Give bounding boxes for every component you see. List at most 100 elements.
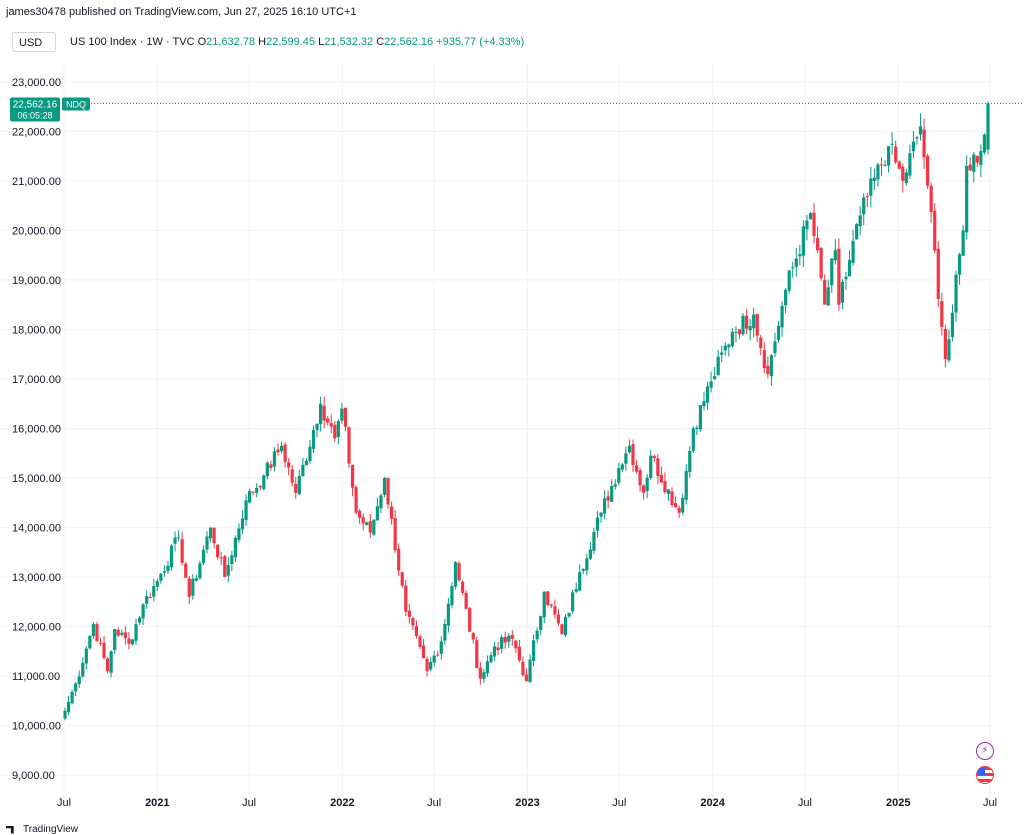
candle-body — [634, 465, 639, 472]
candle-body — [684, 470, 688, 500]
candle-body — [730, 331, 734, 347]
candle-body — [411, 617, 415, 626]
candle-body — [404, 585, 408, 612]
candle-body — [482, 672, 486, 679]
change-value: +935.77 (+4.33%) — [436, 36, 525, 48]
candle-body — [336, 420, 340, 438]
candle-body — [446, 603, 450, 626]
candle-body — [659, 474, 663, 483]
candle-body — [940, 301, 944, 328]
candle-body — [365, 522, 369, 526]
candle-body — [972, 154, 976, 172]
x-tick-label: 2021 — [145, 797, 169, 809]
candle-body — [784, 289, 788, 306]
candle-body — [265, 462, 269, 477]
tradingview-logo: TradingView — [6, 824, 78, 835]
candle-body — [134, 624, 138, 641]
candle-body — [315, 423, 319, 430]
candle-body — [70, 691, 74, 704]
candle-body — [514, 640, 518, 649]
candle-body — [759, 337, 763, 349]
candle-body — [123, 632, 127, 639]
candle-body — [560, 624, 564, 634]
candle-body — [890, 143, 894, 145]
candle-body — [823, 280, 827, 305]
x-tick-label: Jul — [612, 797, 626, 809]
candle-body — [752, 314, 756, 329]
candle-body — [450, 586, 454, 606]
candle-body — [883, 164, 887, 166]
published-by-line: james30478 published on TradingView.com,… — [6, 6, 357, 18]
currency-selector[interactable]: USD — [12, 32, 56, 52]
candle-body — [475, 640, 479, 669]
y-tick-label: 13,000.00 — [12, 572, 61, 584]
x-tick-label: 2023 — [515, 797, 539, 809]
symbol-tag — [62, 97, 90, 111]
candle-body — [869, 178, 873, 196]
candle-body — [436, 654, 440, 656]
lightning-icon[interactable]: ⚡ — [976, 742, 994, 760]
candle-body — [262, 475, 266, 490]
candle-body — [791, 267, 795, 269]
candle-body — [169, 545, 174, 568]
candle-body — [485, 661, 490, 674]
candle-body — [460, 581, 465, 593]
candle-body — [741, 315, 745, 335]
y-tick-label: 14,000.00 — [12, 523, 61, 535]
candle-body — [137, 617, 142, 623]
candle-body — [539, 616, 543, 631]
candle-body — [894, 146, 898, 163]
candle-body — [546, 591, 550, 606]
candle-body — [794, 258, 798, 267]
candle-body — [631, 444, 635, 465]
candle-body — [574, 589, 578, 592]
candle-body — [492, 646, 497, 657]
candle-body — [343, 408, 348, 427]
candle-body — [815, 237, 820, 251]
candle-body — [872, 177, 876, 181]
candle-body — [389, 506, 394, 519]
candle-body — [297, 475, 301, 495]
candle-body — [322, 405, 326, 421]
candle-body — [198, 563, 202, 579]
candle-body — [649, 455, 653, 478]
low-value: 21,532.32 — [324, 36, 374, 48]
candle-body — [716, 356, 720, 376]
candle-body — [567, 612, 571, 617]
low-label: L — [318, 36, 325, 48]
candle-body — [922, 129, 926, 158]
us-flag-icon[interactable] — [976, 766, 994, 784]
candle-body — [421, 645, 426, 659]
y-tick-label: 17,000.00 — [12, 374, 61, 386]
candle-body — [638, 470, 642, 486]
candle-body — [66, 701, 71, 713]
x-tick-label: 2025 — [886, 797, 910, 809]
candle-body — [407, 610, 411, 617]
candle-body — [81, 662, 85, 677]
candle-body — [468, 608, 472, 632]
y-tick-label: 15,000.00 — [12, 473, 61, 485]
candlestick-chart[interactable]: 9,000.00 10,000.00 11,000.00 12,000.00 13,00… — [0, 62, 1024, 822]
candle-body — [904, 172, 908, 184]
candle-body — [212, 527, 216, 544]
candle-body — [957, 254, 962, 275]
candle-body — [968, 164, 972, 171]
candle-body — [673, 503, 678, 508]
tradingview-brand: TradingView — [23, 824, 79, 835]
x-tick-label: Jul — [798, 797, 812, 809]
candle-body — [727, 344, 731, 348]
candle-body — [670, 491, 674, 506]
candle-body — [84, 648, 88, 664]
candle-body — [223, 556, 227, 578]
candle-body — [723, 345, 727, 351]
candle-body — [425, 658, 429, 672]
candle-body — [720, 352, 724, 355]
candle-body — [201, 549, 206, 564]
candle-body — [588, 549, 592, 559]
symbol-title[interactable]: US 100 Index · 1W · TVC — [70, 36, 195, 48]
candle-body — [606, 496, 610, 501]
candle-body — [155, 580, 159, 587]
candle-body — [610, 486, 614, 502]
candle-body — [319, 403, 323, 425]
candle-body — [876, 164, 880, 180]
